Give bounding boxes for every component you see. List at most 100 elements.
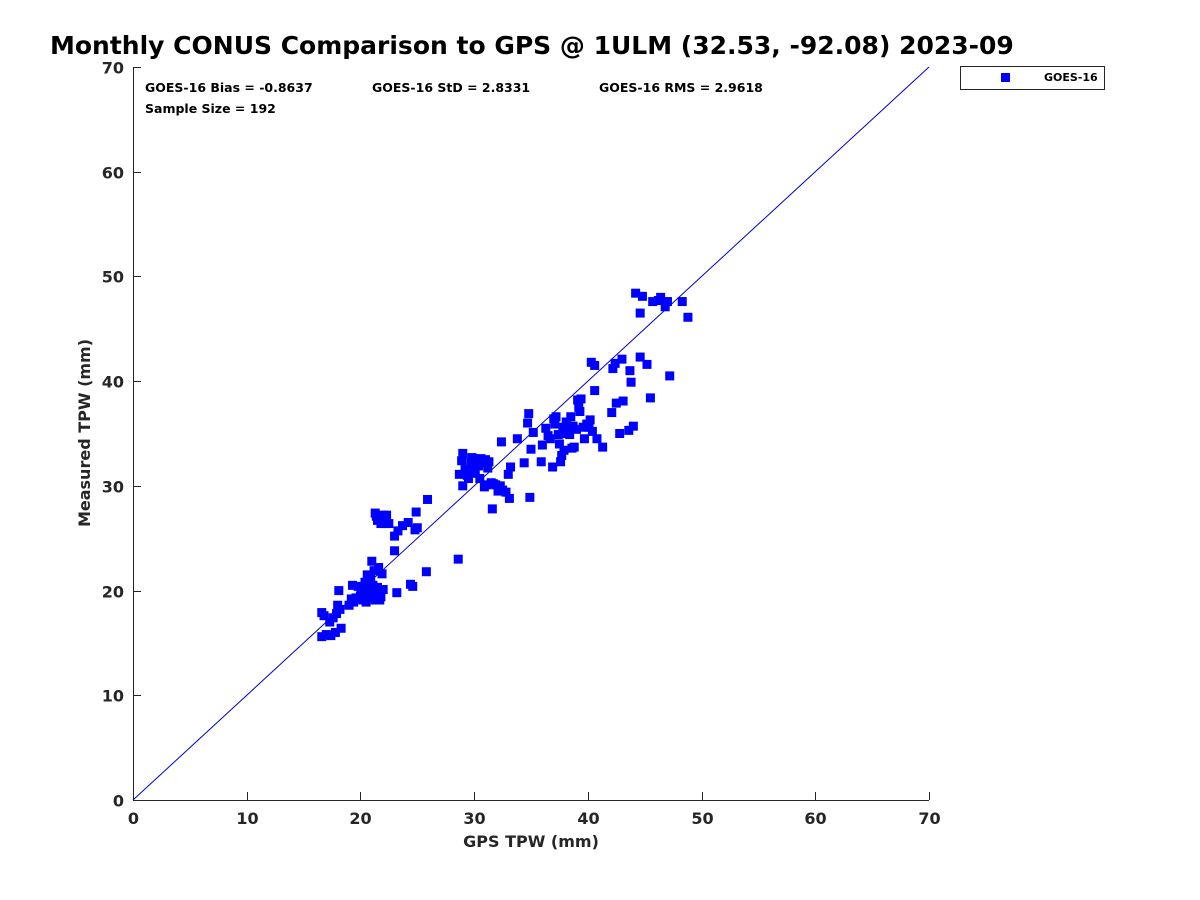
data-point bbox=[592, 434, 602, 444]
data-point bbox=[335, 604, 345, 614]
x-tick-label: 0 bbox=[128, 809, 139, 828]
bias-stat: GOES-16 Bias = -0.8637 bbox=[145, 80, 313, 95]
data-point bbox=[579, 434, 589, 444]
data-point bbox=[565, 430, 575, 440]
data-point bbox=[321, 630, 331, 640]
data-point bbox=[590, 386, 600, 396]
data-point bbox=[458, 448, 468, 458]
data-point bbox=[628, 421, 638, 431]
data-point bbox=[512, 434, 522, 444]
y-axis-label: Measured TPW (mm) bbox=[75, 339, 94, 527]
data-point bbox=[319, 611, 329, 621]
data-point bbox=[458, 481, 468, 491]
data-point bbox=[611, 398, 621, 408]
data-point bbox=[384, 519, 394, 529]
data-point bbox=[598, 442, 608, 452]
data-point bbox=[366, 573, 376, 583]
y-tick-label: 70 bbox=[102, 59, 124, 78]
data-point bbox=[608, 364, 618, 374]
data-point bbox=[403, 518, 413, 528]
data-point bbox=[656, 292, 666, 302]
data-point bbox=[548, 462, 558, 472]
data-point bbox=[423, 494, 433, 504]
data-point bbox=[326, 631, 336, 641]
y-tick-label: 0 bbox=[113, 792, 124, 811]
data-point bbox=[371, 588, 381, 598]
data-point bbox=[474, 461, 484, 471]
data-point bbox=[506, 462, 516, 472]
data-point bbox=[642, 359, 652, 369]
data-point bbox=[569, 442, 579, 452]
axes: 0 10 20 30 40 50 60 70 0 10 20 30 40 50 60 70 bbox=[102, 59, 941, 829]
data-point bbox=[575, 407, 585, 417]
data-point bbox=[617, 354, 627, 364]
data-point bbox=[470, 468, 480, 478]
data-point bbox=[382, 510, 392, 520]
data-points bbox=[317, 288, 693, 642]
data-point bbox=[519, 458, 529, 468]
data-point bbox=[484, 457, 494, 467]
y-tick-label: 40 bbox=[102, 373, 124, 392]
data-point bbox=[635, 352, 645, 362]
x-tick-label: 10 bbox=[236, 809, 258, 828]
data-point bbox=[545, 434, 555, 444]
data-point bbox=[524, 409, 534, 419]
x-tick-label: 30 bbox=[463, 809, 485, 828]
legend-box bbox=[960, 66, 1105, 90]
data-point bbox=[624, 425, 634, 435]
data-point bbox=[558, 422, 568, 432]
x-tick-label: 70 bbox=[918, 809, 940, 828]
data-point bbox=[460, 464, 470, 474]
data-point bbox=[585, 415, 595, 425]
data-point bbox=[336, 623, 346, 633]
data-point bbox=[683, 312, 693, 322]
data-point bbox=[536, 457, 546, 467]
rms-stat: GOES-16 RMS = 2.9618 bbox=[599, 80, 763, 95]
data-point bbox=[526, 444, 536, 454]
data-point bbox=[376, 592, 386, 602]
data-point bbox=[376, 519, 386, 529]
data-point bbox=[551, 412, 561, 422]
data-point bbox=[330, 627, 340, 637]
data-point bbox=[361, 597, 371, 607]
data-point bbox=[561, 417, 571, 427]
data-point bbox=[491, 480, 501, 490]
chart-title: Monthly CONUS Comparison to GPS @ 1ULM (… bbox=[50, 31, 1014, 60]
data-point bbox=[557, 450, 567, 460]
data-point bbox=[368, 580, 378, 590]
data-point bbox=[503, 469, 513, 479]
y-tick-label: 20 bbox=[102, 583, 124, 602]
data-point bbox=[525, 492, 535, 502]
data-point bbox=[357, 583, 367, 593]
data-point bbox=[317, 632, 327, 642]
x-axis-label: GPS TPW (mm) bbox=[463, 832, 599, 851]
data-point bbox=[523, 418, 533, 428]
data-point bbox=[660, 302, 670, 312]
data-point bbox=[378, 585, 388, 595]
data-point bbox=[408, 581, 418, 591]
data-point bbox=[553, 430, 563, 440]
data-point bbox=[463, 474, 473, 484]
data-point bbox=[559, 445, 569, 455]
data-point bbox=[411, 507, 421, 517]
data-point bbox=[475, 474, 485, 484]
data-point bbox=[566, 412, 576, 422]
data-point bbox=[528, 427, 538, 437]
data-point bbox=[635, 308, 645, 318]
data-point bbox=[483, 463, 493, 473]
std-stat: GOES-16 StD = 2.8331 bbox=[372, 80, 530, 95]
data-point bbox=[607, 408, 617, 418]
data-point bbox=[372, 582, 382, 592]
data-point bbox=[541, 423, 551, 433]
y-tick-label: 10 bbox=[102, 687, 124, 706]
data-point bbox=[370, 595, 380, 605]
data-point bbox=[645, 393, 655, 403]
data-point bbox=[537, 440, 547, 450]
x-tick-label: 50 bbox=[691, 809, 713, 828]
data-point bbox=[347, 580, 357, 590]
data-point bbox=[662, 297, 672, 307]
data-point bbox=[392, 588, 402, 598]
data-point bbox=[550, 419, 560, 429]
data-point bbox=[556, 457, 566, 467]
data-point bbox=[453, 554, 463, 564]
